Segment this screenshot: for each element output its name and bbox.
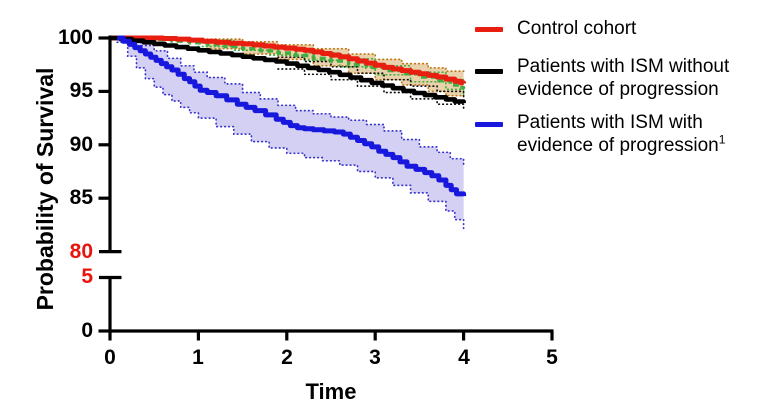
x-tick-label-2: 2 [281,346,293,369]
x-tick-label-3: 3 [369,346,381,369]
x-axis-title: Time [305,379,357,404]
x-tick-label-5: 5 [546,346,558,369]
y-tick-label-85: 85 [69,186,93,209]
x-tick-label-4: 4 [458,346,470,369]
x-tick-label-0: 0 [104,346,116,369]
y-tick-label-90: 90 [69,133,93,156]
y-tick-label-95: 95 [69,79,93,102]
y-tick-label-100: 100 [57,26,93,49]
x-tick-label-1: 1 [192,346,204,369]
y-tick-label-80: 80 [69,240,93,263]
y-tick-label-5: 5 [81,265,93,288]
y-tick-label-0: 0 [81,319,93,342]
y-axis-title: Probability of Survival [32,67,58,311]
